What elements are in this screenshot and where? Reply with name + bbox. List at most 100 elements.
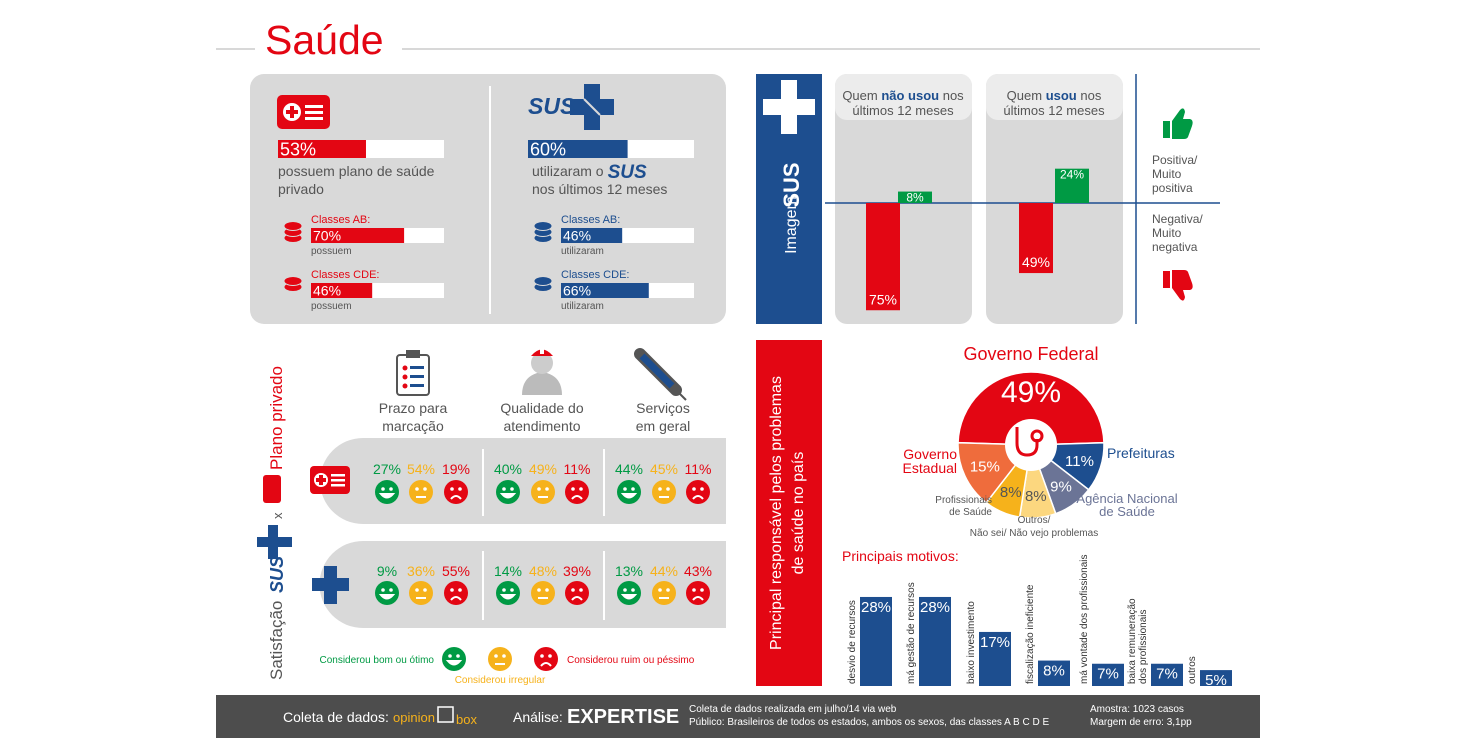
description: privado [278, 181, 324, 197]
category-label: dos profissionais [1138, 610, 1149, 684]
face-icon [444, 480, 468, 504]
category-label: outros [1187, 656, 1198, 684]
group-label-part: últimos 12 meses [852, 103, 954, 118]
thumbs-down-icon [1163, 270, 1193, 301]
stethoscope-icon [1015, 427, 1039, 457]
percent: 39% [563, 563, 591, 579]
face-eye [540, 654, 544, 658]
face-eye [623, 588, 627, 592]
axis-title: Plano privado [267, 366, 286, 470]
percent: 9% [377, 563, 397, 579]
responsibility-label-box [756, 340, 822, 686]
legend-text: Muito [1152, 167, 1182, 181]
class-label: Classes AB: [311, 214, 370, 226]
sus-cross-icon [257, 537, 292, 547]
coin-icon [283, 221, 303, 231]
footer-text: Coleta de dados: [283, 709, 389, 725]
face-eye [448, 654, 452, 658]
bar [561, 228, 623, 243]
value-label: 8% [1025, 488, 1047, 505]
panel-title: Imagem [783, 196, 800, 254]
category-label: fiscalização ineficiente [1025, 584, 1036, 684]
class-note: possuem [311, 301, 352, 312]
percent: 43% [684, 563, 712, 579]
axis-title: Satisfação [267, 601, 286, 680]
sus-logo: SUS [608, 162, 647, 183]
face-mouth [692, 495, 704, 500]
percent: 19% [442, 461, 470, 477]
face-eye [666, 487, 670, 491]
bar [979, 631, 1011, 686]
chart-title: Principais motivos: [842, 548, 959, 564]
sus-logo: SUS [267, 556, 287, 593]
face-icon [652, 480, 676, 504]
face-icon [442, 647, 466, 671]
usage-panel [250, 74, 726, 324]
group-panel-header [835, 74, 972, 120]
column-header: Serviços [636, 400, 690, 416]
value-label: 8% [1043, 663, 1065, 680]
page-title: Saúde [265, 17, 384, 63]
description: nos últimos 12 meses [532, 181, 667, 197]
legend-text: Negativa/ [1152, 212, 1203, 226]
legend-text: negativa [1152, 240, 1198, 254]
coin-icon [283, 276, 303, 286]
value-label: 17% [980, 634, 1010, 651]
footer-bar [216, 695, 1260, 738]
private-plan-icon [263, 475, 281, 503]
face-eye [458, 487, 462, 491]
coin-icon [533, 276, 553, 286]
face-eye [571, 588, 575, 592]
row-band [319, 541, 726, 628]
column-header: Prazo para [379, 400, 448, 416]
sus-cross-icon [763, 80, 815, 134]
negative-bar [1019, 203, 1053, 274]
footer-text: Análise: [513, 709, 563, 725]
bar [528, 140, 628, 158]
face-eye [415, 487, 419, 491]
slice-label: Governo Federal [963, 344, 1098, 364]
face-mouth [378, 493, 396, 499]
legend-text: Considerou bom ou ótimo [319, 655, 434, 666]
face-eye [545, 588, 549, 592]
face-eye [423, 487, 427, 491]
group-panel-header [986, 74, 1123, 120]
value-label: 53% [280, 140, 316, 160]
face-eye [458, 588, 462, 592]
slice-label: Estadual [903, 460, 957, 476]
legend-text: Considerou irregular [455, 675, 546, 686]
sus-logo: SUS [528, 93, 576, 119]
brand-text: box [456, 712, 477, 727]
sus-cross-icon [570, 84, 614, 130]
value-label: 28% [920, 599, 950, 616]
face-eye [450, 487, 454, 491]
slice-label: de Saúde [1099, 504, 1155, 519]
face-icon [617, 480, 641, 504]
value-label: 9% [1050, 478, 1072, 495]
value-label: 7% [1156, 666, 1178, 683]
group-label-part: usou [1046, 88, 1077, 103]
group-label: Quem usou nos [1007, 88, 1102, 103]
face-mouth [620, 493, 638, 499]
face-eye [389, 487, 393, 491]
face-icon [686, 581, 710, 605]
face-eye [658, 487, 662, 491]
percent: 36% [407, 563, 435, 579]
coin-icon [533, 221, 553, 231]
face-icon [531, 480, 555, 504]
category-label: baixa remuneração [1127, 598, 1138, 684]
value-label: 11% [1065, 453, 1094, 470]
doctor-icon [522, 348, 562, 395]
slice-label: Prefeituras [1107, 445, 1175, 461]
bar [561, 283, 649, 298]
face-mouth [450, 596, 462, 601]
bar [1038, 660, 1070, 686]
face-eye [548, 654, 552, 658]
description: utilizaram o [532, 163, 604, 179]
face-eye [700, 588, 704, 592]
face-eye [700, 487, 704, 491]
panel-title: de saúde no país [790, 452, 807, 575]
group-label-part: não usou [881, 88, 939, 103]
group-label-part: Quem [842, 88, 881, 103]
value-label: 60% [530, 140, 566, 160]
